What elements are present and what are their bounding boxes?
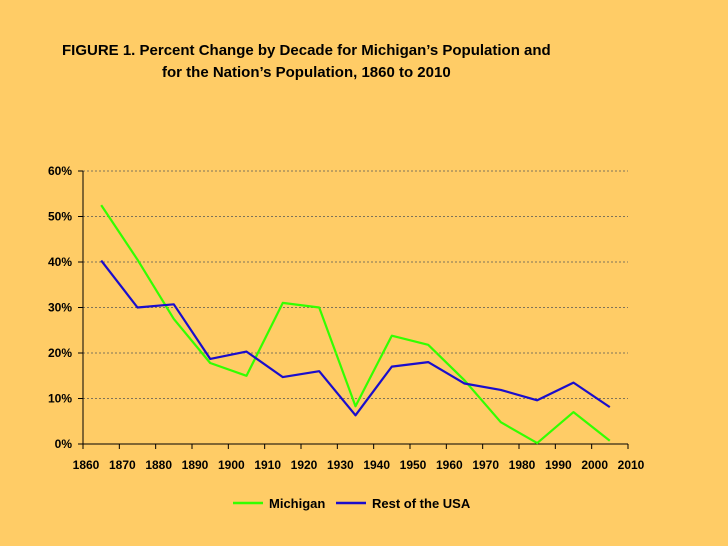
chart-title-line1: FIGURE 1. Percent Change by Decade for M… [62,42,551,59]
x-tick-label: 1930 [327,458,354,472]
x-tick-label: 1970 [472,458,499,472]
legend: Michigan Rest of the USA [233,496,471,511]
legend-label: Michigan [269,496,325,511]
x-tick-label: 1860 [73,458,100,472]
y-tick-label: 20% [48,346,72,360]
x-axis-ticks: 1860 1870 1880 1890 1900 1910 1920 1930 1940 1950… [73,444,645,472]
x-tick-label: 2000 [581,458,608,472]
y-tick-label: 50% [48,210,72,224]
x-tick-label: 1980 [509,458,536,472]
x-tick-label: 1880 [145,458,172,472]
y-tick-label: 0% [55,437,73,451]
x-tick-label: 1900 [218,458,245,472]
x-tick-label: 2010 [618,458,645,472]
x-tick-label: 1950 [400,458,427,472]
series-lines [100,204,611,445]
y-tick-label: 10% [48,392,72,406]
x-tick-label: 1910 [254,458,281,472]
y-tick-label: 30% [48,301,72,315]
x-tick-label: 1920 [291,458,318,472]
series-line-michigan [100,204,611,445]
y-tick-label: 40% [48,255,72,269]
x-tick-label: 1870 [109,458,136,472]
y-axis-ticks: 0% 10% 20% 30% 40% 50% 60% [48,164,83,451]
chart-title-line2: for the Nation’s Population, 1860 to 201… [162,64,451,81]
chart-title: FIGURE 1. Percent Change by Decade for M… [62,40,551,84]
x-tick-label: 1960 [436,458,463,472]
x-tick-label: 1990 [545,458,572,472]
grid-lines [83,170,628,399]
series-line-rest-of-the-usa [100,259,611,417]
x-tick-label: 1940 [363,458,390,472]
y-tick-label: 60% [48,164,72,178]
x-tick-label: 1890 [182,458,209,472]
legend-label: Rest of the USA [372,496,471,511]
